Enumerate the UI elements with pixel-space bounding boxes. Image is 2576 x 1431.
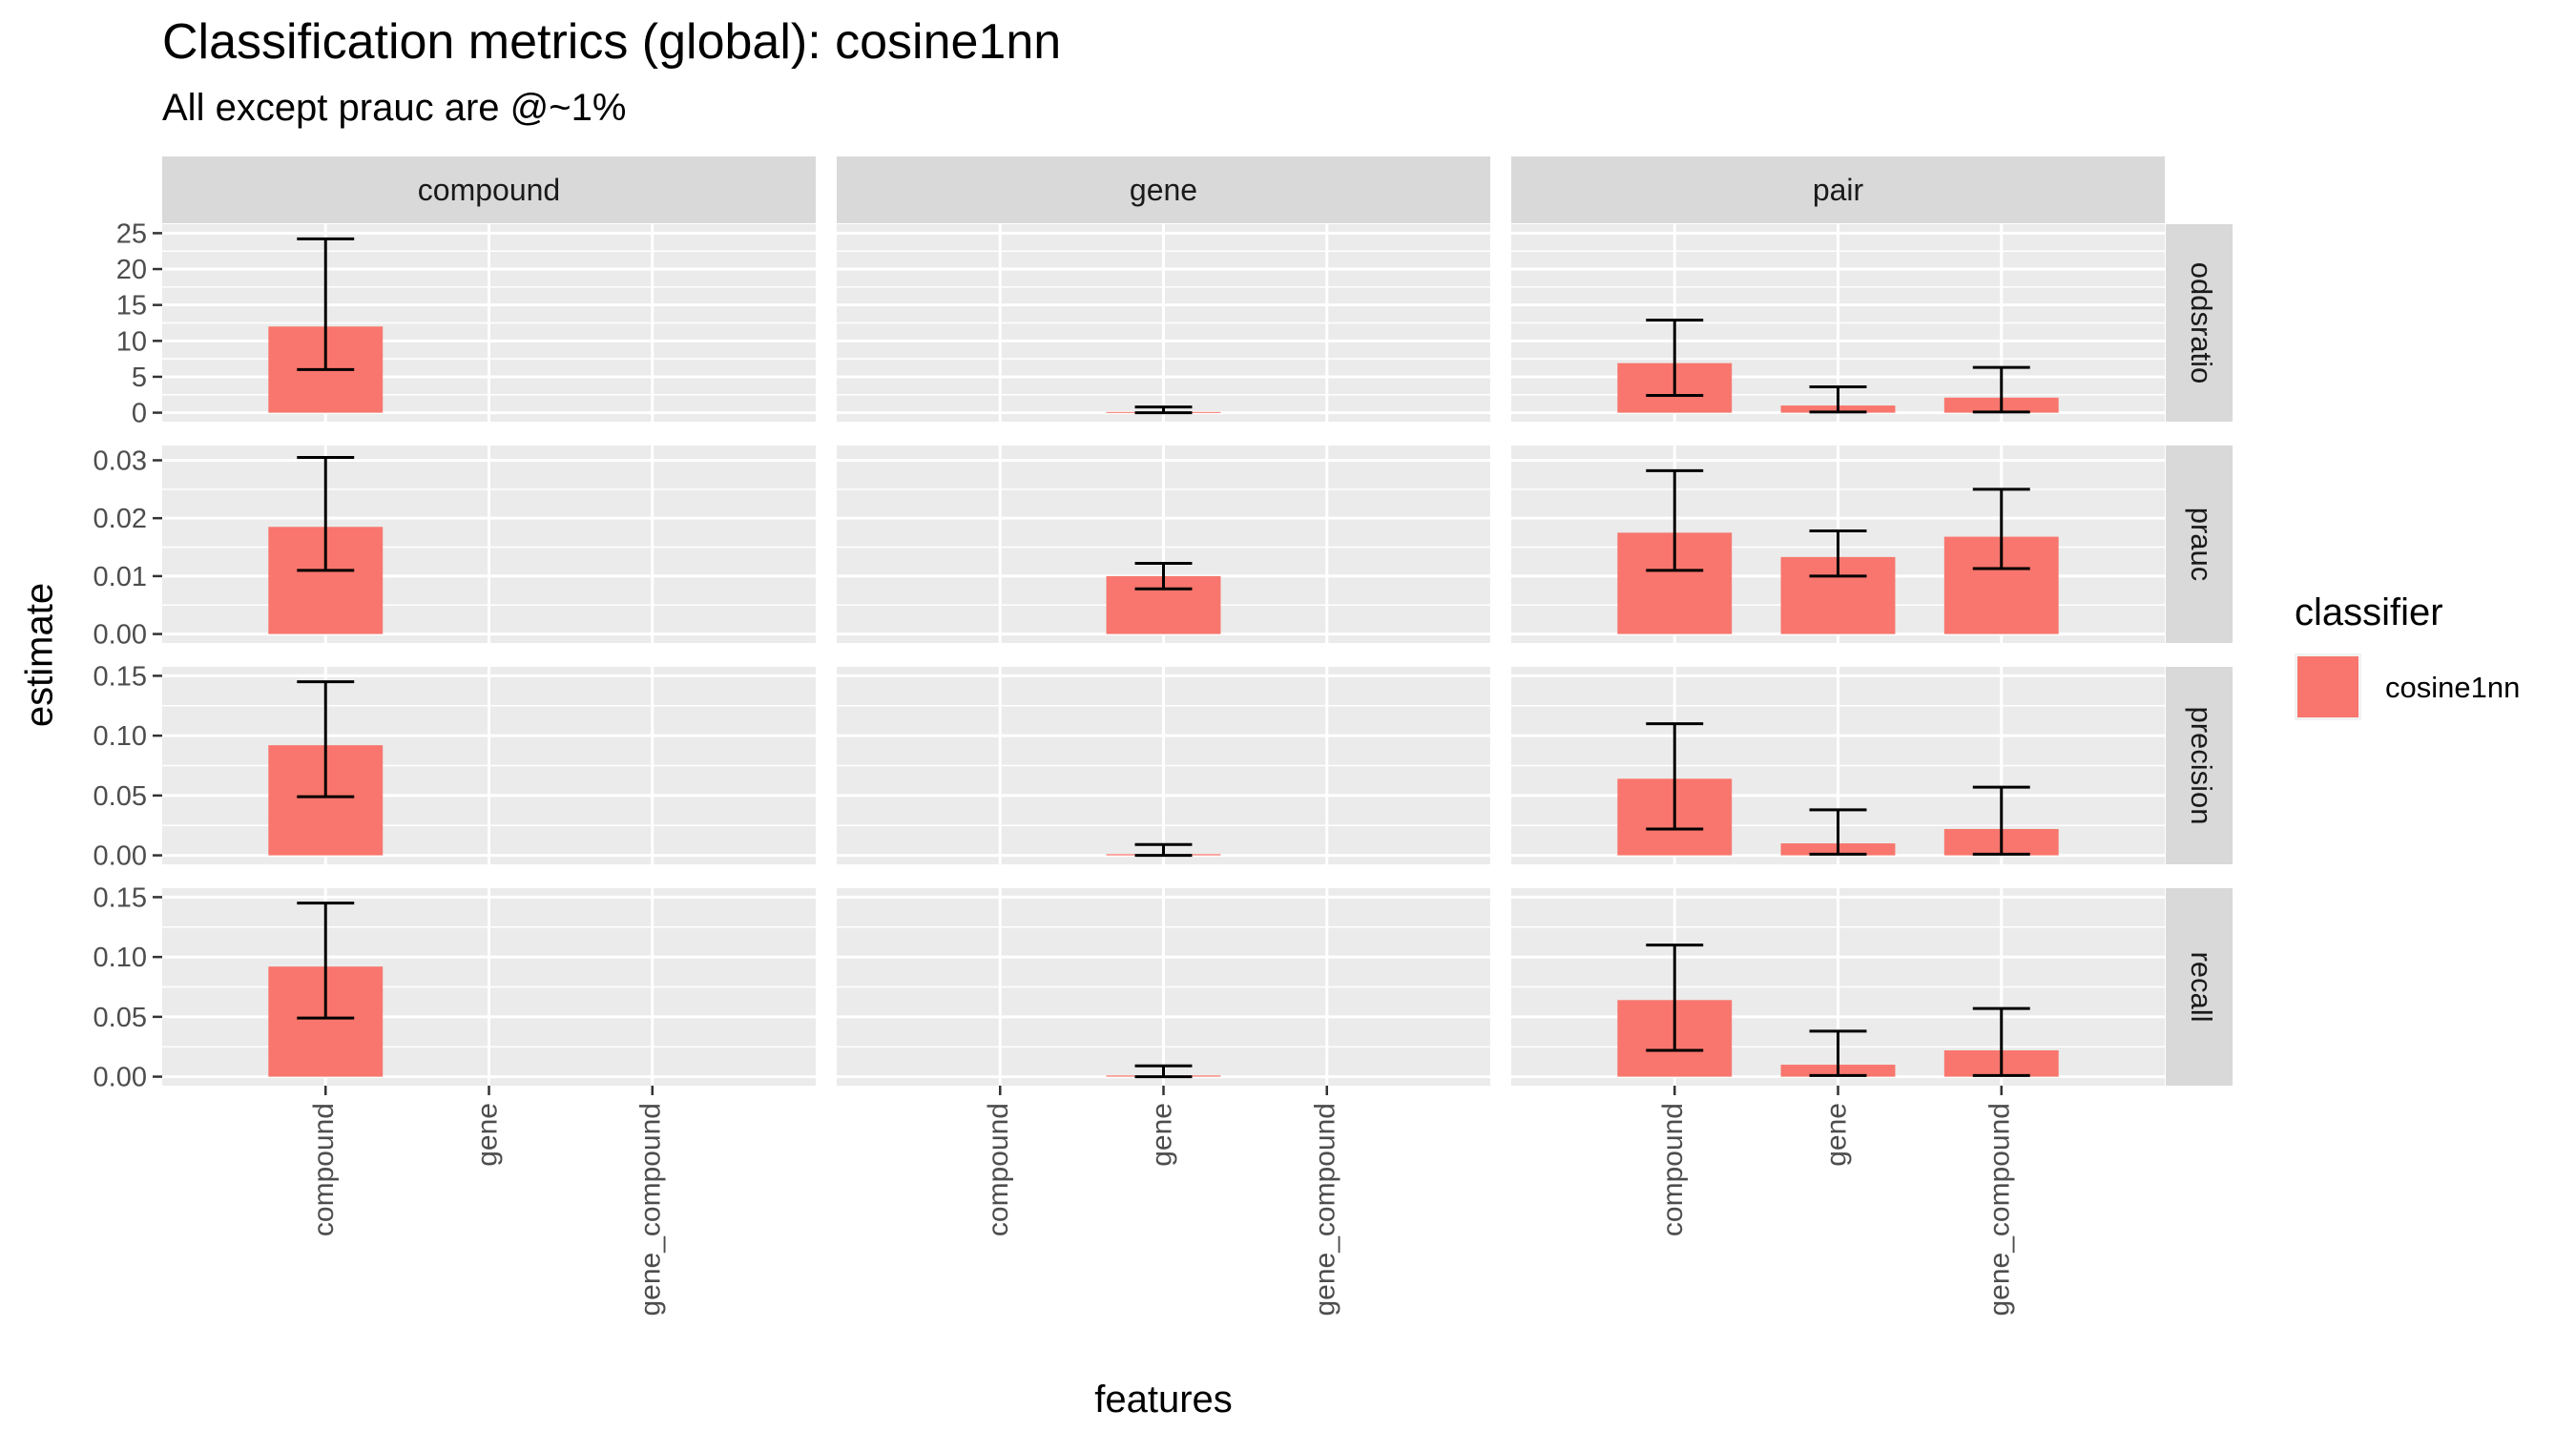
facet-row-label: prauc: [2185, 508, 2218, 582]
y-tick-label: 0.03: [93, 446, 147, 476]
facet-row-strip: [2166, 224, 2233, 422]
y-tick-label: 0.00: [93, 841, 147, 872]
x-axis-title: features: [1094, 1379, 1233, 1421]
facet-column-label: gene: [1130, 173, 1197, 207]
x-tick-label: gene: [1146, 1103, 1177, 1167]
y-tick-label: 0.15: [93, 661, 147, 692]
legend-label: cosine1nn: [2385, 671, 2520, 704]
facet-column-strip: [162, 156, 816, 223]
y-tick-label: 0.05: [93, 781, 147, 812]
legend-swatch: [2297, 656, 2358, 717]
y-tick-label: 0.10: [93, 943, 147, 973]
x-tick-label: compound: [308, 1103, 340, 1236]
y-axis-title: estimate: [19, 583, 61, 727]
chart-subtitle: All except prauc are @~1%: [162, 87, 627, 129]
legend-title: classifier: [2295, 591, 2443, 633]
facet-column-strip: [837, 156, 1490, 223]
y-tick-label: 0.00: [93, 620, 147, 651]
facet-row-label: oddsratio: [2185, 262, 2218, 384]
x-tick-label: compound: [1657, 1103, 1689, 1236]
facet-row-label: recall: [2185, 951, 2218, 1022]
x-tick-label: gene_compound: [1310, 1103, 1341, 1317]
y-tick-label: 25: [116, 218, 147, 249]
y-tick-label: 0.01: [93, 562, 147, 592]
facet-row-label: precision: [2185, 706, 2218, 824]
y-tick-label: 0: [132, 399, 147, 429]
facet-row-strip: [2166, 888, 2233, 1086]
facet-column-label: pair: [1813, 173, 1864, 207]
x-tick-label: gene_compound: [635, 1103, 667, 1317]
x-tick-label: gene: [1820, 1103, 1852, 1167]
x-tick-label: gene_compound: [1984, 1103, 2016, 1317]
y-tick-label: 0.10: [93, 721, 147, 752]
y-tick-label: 15: [116, 291, 147, 321]
y-tick-label: 0.00: [93, 1063, 147, 1093]
x-tick-label: gene: [471, 1103, 503, 1167]
y-tick-label: 0.05: [93, 1003, 147, 1033]
facet-row-strip: [2166, 667, 2233, 864]
y-tick-label: 5: [132, 363, 147, 393]
y-tick-label: 10: [116, 326, 147, 357]
facet-column-strip: [1511, 156, 2165, 223]
y-tick-label: 20: [116, 255, 147, 285]
facet-row-strip: [2166, 446, 2233, 643]
facet-column-label: compound: [418, 173, 560, 207]
x-tick-label: compound: [983, 1103, 1014, 1236]
chart-title: Classification metrics (global): cosine1…: [162, 14, 1062, 70]
y-tick-label: 0.15: [93, 882, 147, 913]
y-tick-label: 0.02: [93, 504, 147, 534]
